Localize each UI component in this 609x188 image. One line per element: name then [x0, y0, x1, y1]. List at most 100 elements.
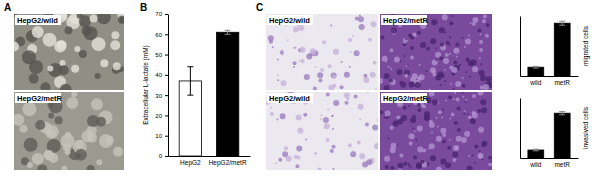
cell [429, 143, 435, 149]
image-background [380, 14, 492, 90]
cell [48, 153, 58, 163]
cell [284, 146, 288, 150]
cell [459, 64, 461, 66]
cell [398, 163, 404, 169]
cell [418, 77, 422, 81]
cell [451, 15, 453, 17]
y-tick-mark [165, 55, 168, 56]
cell [433, 72, 435, 74]
cell [480, 75, 486, 81]
cell [118, 16, 124, 24]
plot-area [179, 30, 239, 156]
cell [453, 48, 459, 54]
cell [294, 47, 296, 49]
cell [415, 82, 421, 88]
cell [415, 139, 417, 141]
cell [389, 48, 393, 52]
cell [390, 68, 392, 70]
cell [486, 76, 492, 82]
cell [317, 72, 323, 78]
cell [380, 110, 383, 114]
error-bar-stem [562, 21, 563, 25]
cell [286, 156, 292, 162]
cell [436, 136, 442, 142]
cell [482, 19, 486, 23]
cell [465, 38, 471, 44]
cell [48, 113, 54, 119]
cell [472, 94, 476, 98]
error-bar-cap [559, 21, 565, 22]
cell [475, 18, 477, 20]
cell [442, 14, 448, 20]
cell [480, 99, 486, 105]
cell [414, 130, 416, 132]
cell [362, 161, 368, 167]
cell [396, 116, 400, 120]
cell [422, 148, 426, 152]
cell [276, 119, 278, 121]
cell [468, 34, 470, 36]
image-background [266, 14, 378, 90]
panel-label: A [4, 2, 11, 13]
cell [429, 122, 435, 128]
x-tick: HepG2 [180, 156, 201, 167]
cell [431, 131, 433, 133]
cell [474, 145, 478, 149]
cell [449, 36, 451, 38]
cell [327, 109, 329, 111]
cell [340, 85, 344, 89]
cell [426, 47, 430, 51]
cell [408, 34, 412, 38]
bar [554, 23, 570, 76]
cell [113, 62, 121, 70]
cell [430, 155, 436, 161]
cell [64, 26, 72, 34]
x-tick-label: wild [529, 161, 542, 168]
cell [464, 110, 466, 112]
cell [410, 166, 412, 168]
cell [409, 133, 415, 139]
error-bar [187, 67, 193, 95]
error-bar-cap [533, 66, 539, 67]
cell [296, 114, 302, 120]
cell [278, 158, 282, 162]
cell [440, 128, 446, 134]
cell [372, 125, 378, 131]
y-axis-title: invasived cells [582, 106, 589, 149]
cell [479, 57, 481, 59]
cell [384, 85, 390, 90]
cell [435, 59, 437, 61]
error-bar-cap [225, 34, 231, 35]
cell [403, 55, 405, 57]
cell [478, 127, 484, 133]
cell [399, 153, 403, 157]
cell [363, 77, 369, 83]
cell [468, 155, 470, 157]
y-tick-label: 0 [159, 153, 163, 159]
y-axis [520, 17, 521, 77]
cell [330, 149, 334, 153]
cell [396, 69, 402, 75]
y-axis-title: Extracellular L-lactate (mM) [142, 45, 150, 124]
cell [403, 162, 407, 166]
micrograph [14, 14, 124, 90]
cell [377, 119, 378, 121]
cell [375, 88, 377, 90]
cell [350, 51, 352, 53]
cell [444, 32, 446, 34]
cell [368, 38, 372, 42]
y-tick-label: 50 [155, 52, 162, 58]
cell [74, 46, 80, 52]
y-tick: 70 [155, 11, 168, 17]
cell [454, 92, 456, 94]
cell [435, 47, 437, 49]
y-tick: 0 [159, 153, 168, 159]
cell [326, 92, 330, 96]
error-bar [559, 21, 565, 25]
bar-chart: wildmetRinvasived cells [521, 99, 590, 168]
cell [61, 134, 75, 148]
cell [436, 117, 438, 119]
cell [296, 156, 300, 160]
cell [430, 38, 436, 44]
y-tick-label: 70 [155, 11, 162, 17]
